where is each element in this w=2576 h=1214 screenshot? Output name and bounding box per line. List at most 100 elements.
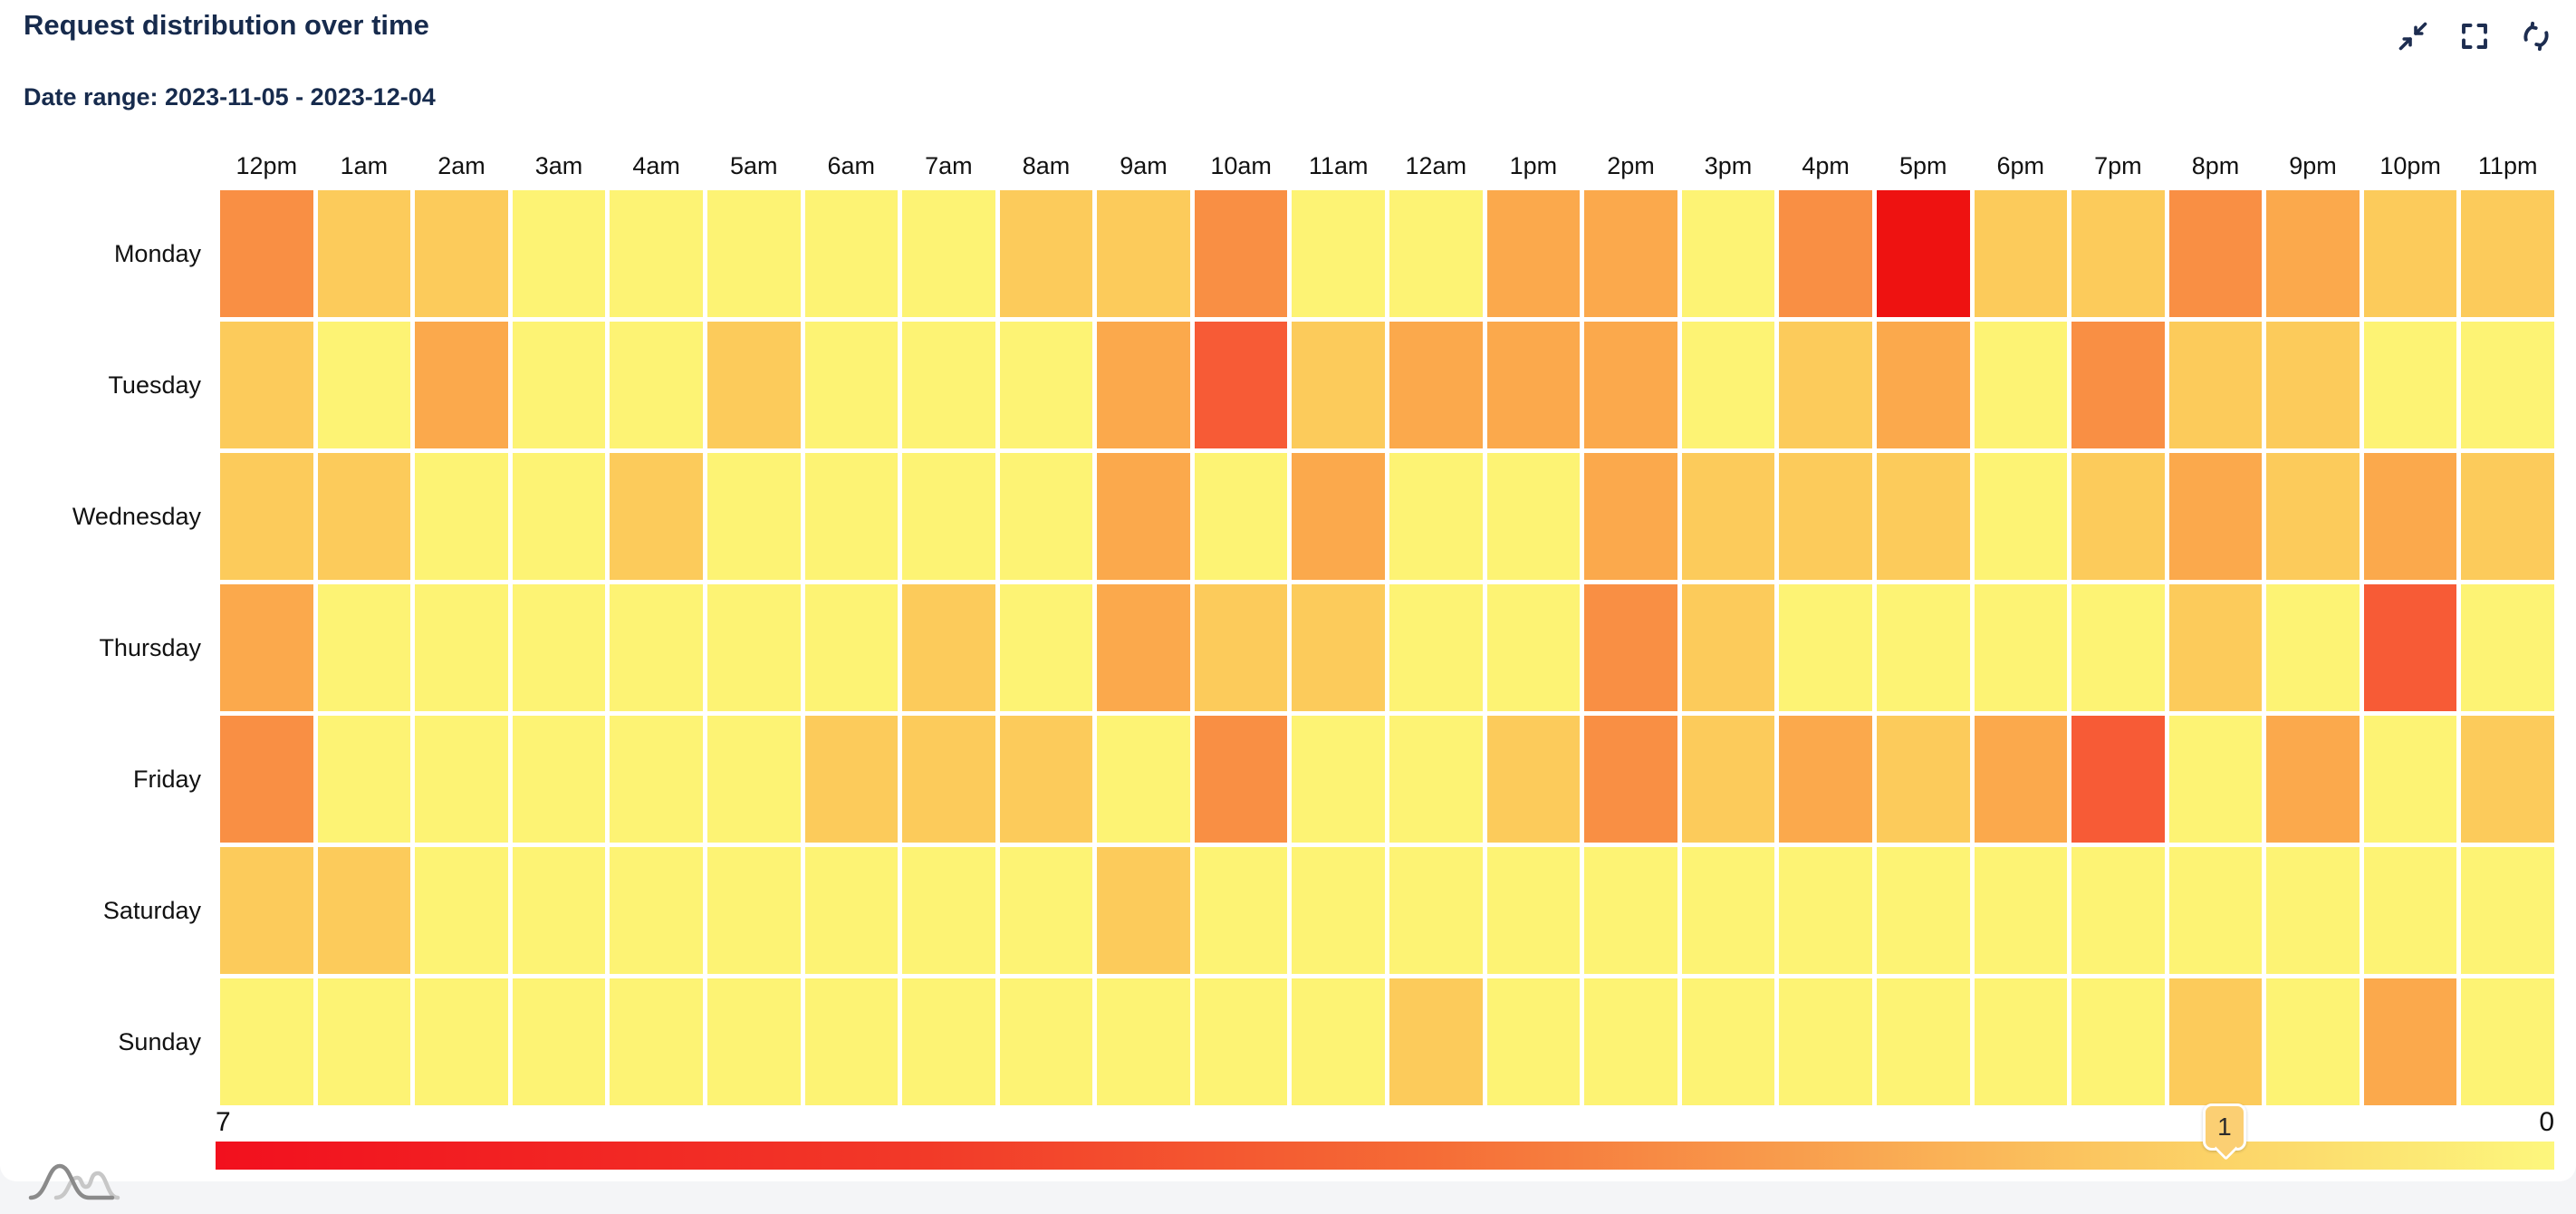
heatmap-cell[interactable] (610, 716, 703, 843)
heatmap-cell[interactable] (220, 584, 313, 711)
heatmap-cell[interactable] (220, 322, 313, 448)
heatmap-cell[interactable] (1584, 322, 1677, 448)
heatmap-cell[interactable] (1194, 716, 1288, 843)
heatmap-cell[interactable] (317, 847, 411, 974)
heatmap-cell[interactable] (1194, 190, 1288, 317)
heatmap-cell[interactable] (706, 584, 801, 711)
heatmap-cell[interactable] (1097, 847, 1190, 974)
heatmap-cell[interactable] (2461, 716, 2554, 843)
heatmap-cell[interactable] (1389, 190, 1483, 317)
heatmap-cell[interactable] (1876, 978, 1970, 1105)
heatmap-cell[interactable] (512, 584, 606, 711)
heatmap-cell[interactable] (1486, 322, 1581, 448)
heatmap-cell[interactable] (1681, 190, 1775, 317)
heatmap-cell[interactable] (2168, 847, 2263, 974)
heatmap-cell[interactable] (902, 322, 995, 448)
heatmap-cell[interactable] (317, 716, 411, 843)
heatmap-cell[interactable] (1486, 453, 1581, 580)
heatmap-cell[interactable] (1974, 978, 2068, 1105)
heatmap-cell[interactable] (1389, 978, 1483, 1105)
heatmap-cell[interactable] (1681, 716, 1775, 843)
heatmap-cell[interactable] (220, 847, 313, 974)
heatmap-cell[interactable] (1486, 190, 1581, 317)
heatmap-cell[interactable] (1681, 322, 1775, 448)
heatmap-cell[interactable] (317, 978, 411, 1105)
heatmap-cell[interactable] (1779, 322, 1872, 448)
heatmap-cell[interactable] (804, 978, 899, 1105)
heatmap-cell[interactable] (2363, 190, 2457, 317)
heatmap-cell[interactable] (1389, 584, 1483, 711)
heatmap-cell[interactable] (1292, 584, 1385, 711)
heatmap-cell[interactable] (1876, 847, 1970, 974)
heatmap-cell[interactable] (1389, 322, 1483, 448)
heatmap-cell[interactable] (1779, 978, 1872, 1105)
heatmap-cell[interactable] (2168, 584, 2263, 711)
heatmap-cell[interactable] (2363, 322, 2457, 448)
heatmap-cell[interactable] (1097, 322, 1190, 448)
heatmap-cell[interactable] (2168, 716, 2263, 843)
heatmap-cell[interactable] (220, 190, 313, 317)
heatmap-cell[interactable] (2363, 584, 2457, 711)
heatmap-cell[interactable] (1194, 453, 1288, 580)
heatmap-cell[interactable] (1584, 584, 1677, 711)
heatmap-cell[interactable] (2168, 978, 2263, 1105)
heatmap-cell[interactable] (2266, 453, 2360, 580)
heatmap-cell[interactable] (610, 847, 703, 974)
heatmap-cell[interactable] (1097, 190, 1190, 317)
heatmap-cell[interactable] (317, 190, 411, 317)
heatmap-cell[interactable] (1779, 847, 1872, 974)
heatmap-cell[interactable] (1974, 453, 2068, 580)
heatmap-cell[interactable] (1292, 453, 1385, 580)
heatmap-cell[interactable] (1876, 584, 1970, 711)
heatmap-cell[interactable] (1097, 716, 1190, 843)
heatmap-cell[interactable] (1097, 978, 1190, 1105)
heatmap-cell[interactable] (1584, 453, 1677, 580)
heatmap-cell[interactable] (1779, 190, 1872, 317)
heatmap-cell[interactable] (2266, 190, 2360, 317)
heatmap-cell[interactable] (1292, 190, 1385, 317)
heatmap-cell[interactable] (2071, 978, 2165, 1105)
fullscreen-icon[interactable] (2458, 20, 2491, 53)
heatmap-cell[interactable] (1486, 584, 1581, 711)
heatmap-cell[interactable] (2363, 716, 2457, 843)
heatmap-cell[interactable] (610, 322, 703, 448)
heatmap-cell[interactable] (804, 453, 899, 580)
heatmap-cell[interactable] (1194, 322, 1288, 448)
heatmap-cell[interactable] (415, 453, 508, 580)
heatmap-cell[interactable] (610, 978, 703, 1105)
heatmap-cell[interactable] (902, 716, 995, 843)
heatmap-cell[interactable] (1584, 978, 1677, 1105)
heatmap-cell[interactable] (2363, 453, 2457, 580)
heatmap-cell[interactable] (1389, 847, 1483, 974)
heatmap-cell[interactable] (512, 978, 606, 1105)
heatmap-cell[interactable] (1584, 190, 1677, 317)
heatmap-cell[interactable] (706, 453, 801, 580)
heatmap-cell[interactable] (1486, 716, 1581, 843)
heatmap-cell[interactable] (1389, 453, 1483, 580)
heatmap-cell[interactable] (1486, 847, 1581, 974)
heatmap-cell[interactable] (2266, 716, 2360, 843)
heatmap-cell[interactable] (1194, 847, 1288, 974)
heatmap-cell[interactable] (1097, 453, 1190, 580)
heatmap-cell[interactable] (220, 453, 313, 580)
heatmap-cell[interactable] (706, 190, 801, 317)
heatmap-cell[interactable] (2461, 978, 2554, 1105)
heatmap-cell[interactable] (706, 978, 801, 1105)
heatmap-cell[interactable] (415, 716, 508, 843)
heatmap-cell[interactable] (1779, 716, 1872, 843)
heatmap-cell[interactable] (1974, 190, 2068, 317)
heatmap-cell[interactable] (2461, 190, 2554, 317)
heatmap-cell[interactable] (2071, 584, 2165, 711)
heatmap-cell[interactable] (1974, 584, 2068, 711)
heatmap-cell[interactable] (512, 716, 606, 843)
heatmap-cell[interactable] (512, 322, 606, 448)
heatmap-cell[interactable] (999, 190, 1093, 317)
heatmap-cell[interactable] (1876, 190, 1970, 317)
heatmap-cell[interactable] (317, 584, 411, 711)
heatmap-cell[interactable] (706, 716, 801, 843)
heatmap-cell[interactable] (415, 847, 508, 974)
heatmap-cell[interactable] (1876, 716, 1970, 843)
heatmap-cell[interactable] (999, 453, 1093, 580)
heatmap-cell[interactable] (804, 322, 899, 448)
heatmap-cell[interactable] (2168, 322, 2263, 448)
